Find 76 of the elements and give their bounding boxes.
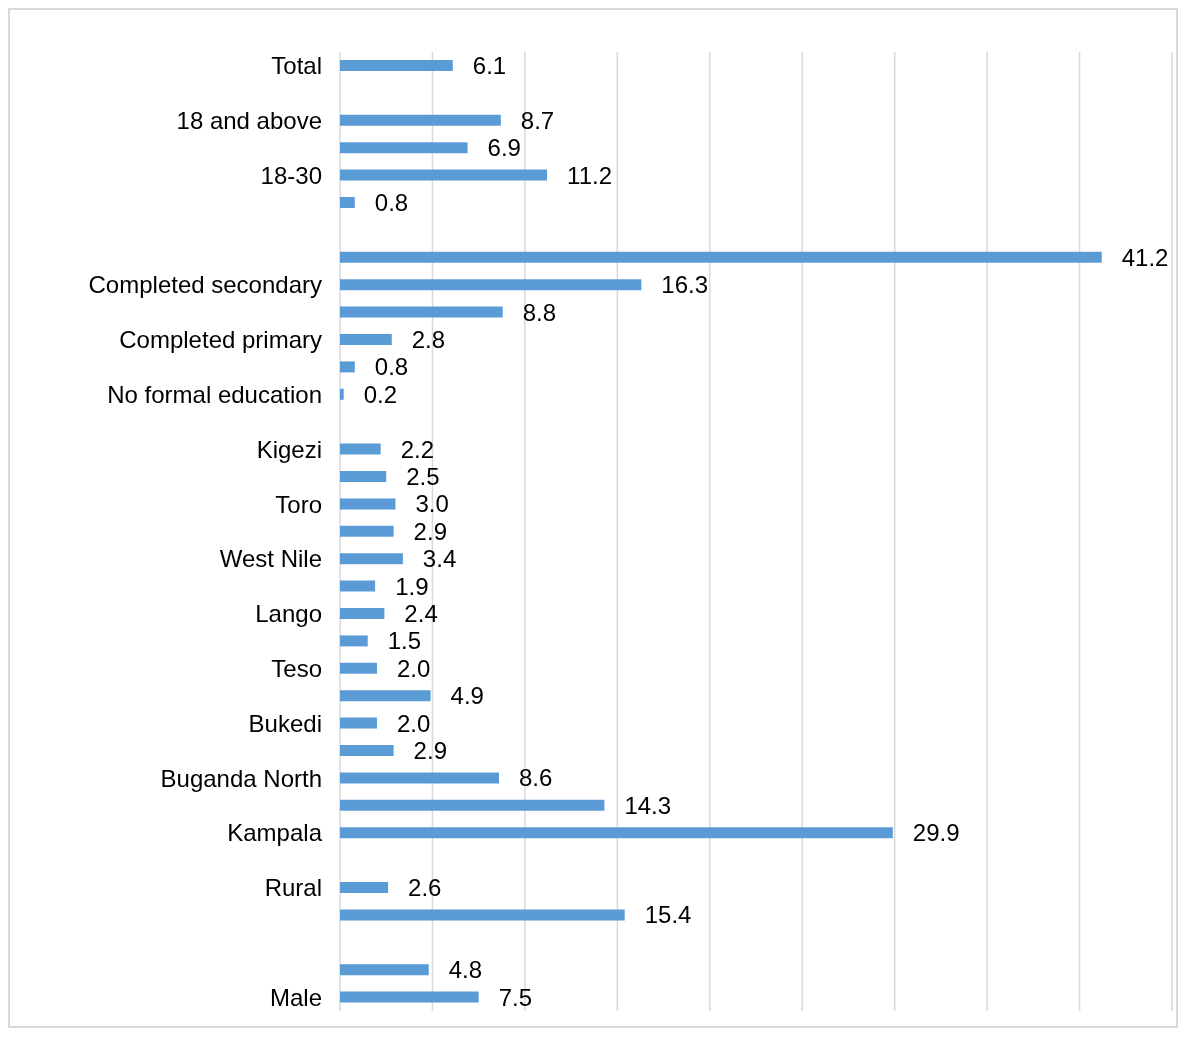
data-label: 2.9 — [413, 737, 447, 765]
bar — [340, 142, 468, 154]
bar — [340, 882, 389, 893]
bar — [340, 169, 548, 181]
y-tick-label: 18 and above — [176, 107, 322, 135]
bar — [340, 799, 605, 811]
bar — [340, 471, 387, 482]
data-label: 0.8 — [374, 189, 409, 217]
data-label: 2.4 — [404, 600, 438, 628]
bar — [340, 745, 394, 756]
bar — [340, 580, 376, 592]
y-tick-label: Buganda North — [160, 764, 322, 792]
data-label: 1.9 — [395, 572, 429, 600]
data-label: 2.8 — [411, 326, 446, 354]
y-tick-label: Completed primary — [119, 326, 322, 354]
data-label: 6.1 — [472, 52, 507, 80]
y-tick-label: No formal education — [107, 381, 322, 409]
bar — [340, 690, 431, 702]
data-label: 8.7 — [520, 106, 555, 134]
bar — [340, 991, 479, 1003]
y-tick-label: 18-30 — [260, 161, 322, 189]
data-label: 14.3 — [624, 791, 672, 819]
data-label: 2.2 — [400, 435, 435, 463]
y-tick-label: Total — [271, 52, 322, 80]
bar — [340, 60, 453, 71]
data-label: 2.9 — [413, 517, 447, 545]
data-label: 4.9 — [450, 682, 484, 710]
y-tick-label: Completed secondary — [88, 271, 322, 299]
bar — [340, 388, 344, 400]
data-label: 4.8 — [448, 956, 483, 984]
y-tick-label: West Nile — [219, 545, 322, 573]
data-label: 11.2 — [567, 161, 613, 189]
data-label: 2.5 — [406, 463, 440, 491]
bar — [340, 251, 1102, 263]
bar — [340, 525, 394, 537]
data-label: 7.5 — [498, 983, 533, 1011]
bar — [340, 197, 355, 208]
y-tick-label: Toro — [275, 490, 322, 518]
bar — [340, 553, 403, 565]
data-label: 2.0 — [396, 709, 431, 737]
bar — [340, 909, 625, 921]
bar — [340, 279, 642, 291]
y-tick-label: Male — [269, 983, 322, 1011]
bar — [340, 334, 392, 345]
bar — [340, 827, 893, 839]
data-label: 16.3 — [661, 271, 709, 299]
bar — [340, 361, 355, 373]
y-tick-label: Kigezi — [256, 435, 322, 463]
data-label: 0.8 — [374, 353, 409, 381]
y-tick-label: Teso — [271, 655, 322, 683]
y-tick-label: Kampala — [227, 819, 323, 847]
data-label: 3.4 — [422, 545, 457, 573]
bar — [340, 772, 499, 784]
data-label: 2.6 — [408, 874, 442, 902]
data-label: 0.2 — [363, 380, 398, 408]
bar — [340, 964, 429, 976]
data-label: 29.9 — [912, 819, 960, 847]
bar — [340, 635, 368, 647]
data-label: 8.8 — [522, 298, 557, 326]
y-tick-label: Rural — [264, 874, 322, 902]
bar — [340, 443, 381, 455]
data-label: 15.4 — [644, 901, 692, 929]
bar — [340, 306, 503, 318]
bar — [340, 662, 377, 674]
bar — [340, 717, 377, 729]
data-label: 1.5 — [387, 627, 422, 655]
bar — [340, 114, 501, 126]
y-tick-label: Bukedi — [248, 709, 322, 737]
y-tick-label: Lango — [255, 600, 322, 628]
data-label: 3.0 — [415, 490, 449, 518]
data-label: 8.6 — [519, 764, 553, 792]
bar — [340, 498, 396, 510]
data-label: 6.9 — [487, 134, 521, 162]
data-label: 41.2 — [1121, 243, 1169, 271]
data-label: 2.0 — [396, 654, 431, 682]
bar — [340, 608, 385, 619]
